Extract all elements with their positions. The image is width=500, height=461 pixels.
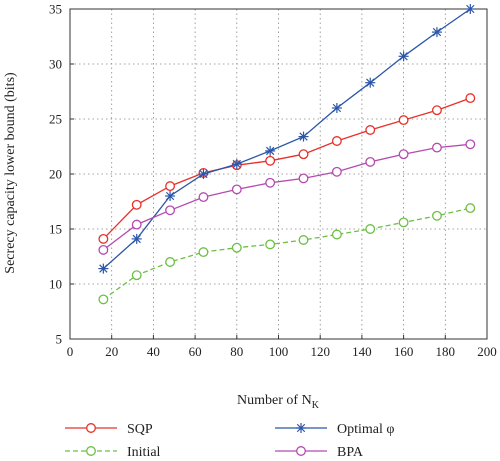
x-tick-label: 60 bbox=[189, 344, 202, 359]
x-tick-label: 20 bbox=[105, 344, 118, 359]
series-optimal bbox=[98, 4, 476, 274]
x-tick-label: 100 bbox=[269, 344, 289, 359]
x-axis-label: Number of NK bbox=[237, 393, 320, 411]
x-tick-label: 120 bbox=[310, 344, 330, 359]
data-point-marker bbox=[298, 131, 309, 142]
x-tick-label: 180 bbox=[436, 344, 456, 359]
legend-label: Optimal φ bbox=[337, 422, 394, 437]
data-point-marker bbox=[86, 446, 96, 456]
data-point-marker bbox=[431, 27, 442, 38]
data-point-marker bbox=[398, 51, 409, 62]
data-point-marker bbox=[465, 203, 476, 214]
data-point-marker bbox=[398, 217, 409, 228]
data-point-marker bbox=[365, 224, 376, 234]
data-point-marker bbox=[331, 166, 342, 177]
data-point-marker bbox=[365, 125, 376, 135]
axis-ticks: 0 20 40 60 80 100 120 140 160 180 200 5 10 15 20 25 30 35 bbox=[49, 2, 497, 360]
data-point-marker bbox=[131, 219, 142, 230]
data-point-marker bbox=[331, 103, 342, 113]
data-point-marker bbox=[265, 239, 276, 250]
legend-label: BPA bbox=[337, 445, 364, 460]
y-tick-label: 20 bbox=[49, 167, 62, 182]
data-point-marker bbox=[165, 205, 176, 216]
data-point-marker bbox=[432, 142, 442, 153]
y-axis-label: Secrecy capacity lower bound (bits) bbox=[3, 72, 18, 274]
x-tick-label: 80 bbox=[230, 344, 243, 359]
data-point-marker bbox=[131, 199, 142, 210]
data-point-marker bbox=[98, 294, 109, 305]
series-line bbox=[102, 143, 471, 251]
data-point-marker bbox=[231, 184, 242, 195]
data-point-marker bbox=[131, 233, 142, 244]
data-point-marker bbox=[198, 247, 209, 258]
legend-item-initial: Initial bbox=[65, 445, 161, 460]
x-axis-label-subscript: K bbox=[312, 400, 320, 411]
data-point-marker bbox=[165, 181, 176, 192]
data-point-marker bbox=[86, 423, 96, 433]
series-bpa bbox=[98, 139, 476, 255]
data-point-marker bbox=[231, 242, 242, 253]
x-axis-label-main: Number of N bbox=[237, 393, 312, 408]
data-point-marker bbox=[398, 115, 409, 126]
y-tick-label: 25 bbox=[49, 112, 62, 127]
data-point-marker bbox=[298, 173, 309, 184]
data-point-marker bbox=[365, 77, 376, 88]
x-tick-label: 160 bbox=[394, 344, 414, 359]
data-point-marker bbox=[398, 149, 409, 160]
y-tick-label: 5 bbox=[56, 332, 63, 347]
legend-item-bpa: BPA bbox=[275, 445, 364, 460]
y-tick-label: 30 bbox=[49, 57, 62, 72]
series-initial bbox=[98, 203, 476, 305]
data-point-marker bbox=[331, 229, 342, 240]
data-point-marker bbox=[131, 270, 142, 281]
data-point-marker bbox=[298, 149, 309, 160]
series-line bbox=[102, 8, 471, 270]
y-tick-label: 35 bbox=[49, 2, 62, 17]
grid-lines bbox=[70, 9, 487, 339]
data-point-marker bbox=[198, 169, 209, 179]
data-point-marker bbox=[465, 4, 476, 14]
data-point-marker bbox=[265, 145, 276, 156]
data-point-marker bbox=[331, 136, 342, 146]
data-point-marker bbox=[165, 257, 176, 267]
data-point-marker bbox=[465, 93, 476, 104]
data-point-marker bbox=[465, 139, 476, 150]
data-point-marker bbox=[298, 235, 309, 245]
data-point-marker bbox=[432, 210, 442, 221]
x-tick-label: 200 bbox=[477, 344, 497, 359]
data-point-marker bbox=[98, 263, 109, 274]
legend-label: Initial bbox=[127, 445, 161, 460]
data-point-marker bbox=[296, 423, 306, 433]
y-tick-label: 15 bbox=[49, 222, 62, 237]
series-line bbox=[102, 97, 471, 240]
data-point-marker bbox=[165, 191, 176, 201]
data-point-marker bbox=[198, 192, 209, 203]
series-line bbox=[102, 207, 471, 300]
legend-item-sqp: SQP bbox=[65, 422, 153, 437]
data-point-marker bbox=[296, 446, 306, 456]
x-tick-label: 0 bbox=[67, 344, 74, 359]
series-layer bbox=[98, 4, 476, 305]
legend: SQP Optimal φ Initial BPA bbox=[65, 422, 394, 460]
x-tick-label: 140 bbox=[352, 344, 372, 359]
x-tick-label: 40 bbox=[147, 344, 160, 359]
data-point-marker bbox=[98, 244, 109, 255]
data-point-marker bbox=[265, 155, 276, 166]
legend-label: SQP bbox=[127, 422, 153, 437]
y-tick-label: 10 bbox=[49, 277, 62, 292]
series-sqp bbox=[98, 93, 476, 244]
legend-item-optimal: Optimal φ bbox=[275, 422, 394, 437]
data-point-marker bbox=[231, 159, 242, 170]
data-point-marker bbox=[98, 233, 109, 244]
data-point-marker bbox=[265, 177, 276, 188]
data-point-marker bbox=[365, 156, 376, 167]
data-point-marker bbox=[432, 105, 442, 116]
